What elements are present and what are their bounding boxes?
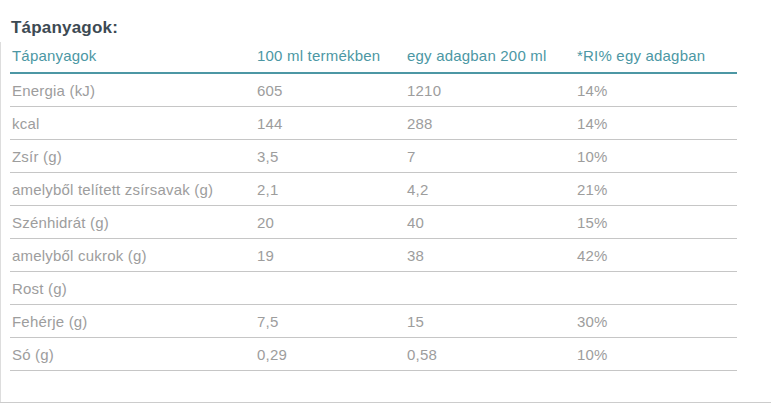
row-per-serving: 1210: [405, 73, 575, 107]
row-label: Fehérje (g): [10, 305, 255, 338]
nutrition-page: Tápanyagok: Tápanyagok 100 ml termékben …: [0, 0, 771, 420]
header-nutrient: Tápanyagok: [10, 42, 255, 73]
row-ri: 14%: [575, 73, 737, 107]
row-label: Rost (g): [10, 272, 255, 305]
header-per-serving: egy adagban 200 ml: [405, 42, 575, 73]
bottom-divider: [0, 402, 771, 403]
table-row: Rost (g): [10, 272, 737, 305]
row-per-100ml: 0,29: [255, 338, 405, 371]
row-per-100ml: 20: [255, 206, 405, 239]
row-label: amelyből cukrok (g): [10, 239, 255, 272]
row-per-serving: 0,58: [405, 338, 575, 371]
header-row: Tápanyagok 100 ml termékben egy adagban …: [10, 42, 737, 73]
row-label: amelyből telített zsírsavak (g): [10, 173, 255, 206]
row-per-serving: 7: [405, 140, 575, 173]
row-per-serving: [405, 272, 575, 305]
table-row: amelyből telített zsírsavak (g) 2,1 4,2 …: [10, 173, 737, 206]
table-row: Fehérje (g) 7,5 15 30%: [10, 305, 737, 338]
left-edge-divider: [0, 42, 1, 403]
row-per-100ml: 7,5: [255, 305, 405, 338]
row-label: Szénhidrát (g): [10, 206, 255, 239]
nutrition-table-header: Tápanyagok 100 ml termékben egy adagban …: [10, 42, 737, 73]
table-row: Energia (kJ) 605 1210 14%: [10, 73, 737, 107]
row-ri: 10%: [575, 140, 737, 173]
nutrition-table-body: Energia (kJ) 605 1210 14% kcal 144 288 1…: [10, 73, 737, 371]
row-label: kcal: [10, 107, 255, 140]
page-title: Tápanyagok:: [11, 18, 118, 38]
row-ri: 10%: [575, 338, 737, 371]
row-per-100ml: 3,5: [255, 140, 405, 173]
row-per-serving: 15: [405, 305, 575, 338]
row-per-serving: 40: [405, 206, 575, 239]
row-ri: [575, 272, 737, 305]
row-per-100ml: 605: [255, 73, 405, 107]
row-ri: 21%: [575, 173, 737, 206]
row-per-100ml: 144: [255, 107, 405, 140]
row-ri: 14%: [575, 107, 737, 140]
row-label: Só (g): [10, 338, 255, 371]
row-ri: 15%: [575, 206, 737, 239]
row-ri: 30%: [575, 305, 737, 338]
table-row: Zsír (g) 3,5 7 10%: [10, 140, 737, 173]
row-per-100ml: 19: [255, 239, 405, 272]
row-label: Zsír (g): [10, 140, 255, 173]
row-per-serving: 38: [405, 239, 575, 272]
row-per-100ml: 2,1: [255, 173, 405, 206]
header-per-100ml: 100 ml termékben: [255, 42, 405, 73]
table-row: Szénhidrát (g) 20 40 15%: [10, 206, 737, 239]
row-ri: 42%: [575, 239, 737, 272]
row-per-serving: 4,2: [405, 173, 575, 206]
row-per-100ml: [255, 272, 405, 305]
header-ri-per-serving: *RI% egy adagban: [575, 42, 737, 73]
table-row: amelyből cukrok (g) 19 38 42%: [10, 239, 737, 272]
nutrition-table: Tápanyagok 100 ml termékben egy adagban …: [10, 42, 737, 371]
table-row: Só (g) 0,29 0,58 10%: [10, 338, 737, 371]
row-per-serving: 288: [405, 107, 575, 140]
row-label: Energia (kJ): [10, 73, 255, 107]
table-row: kcal 144 288 14%: [10, 107, 737, 140]
